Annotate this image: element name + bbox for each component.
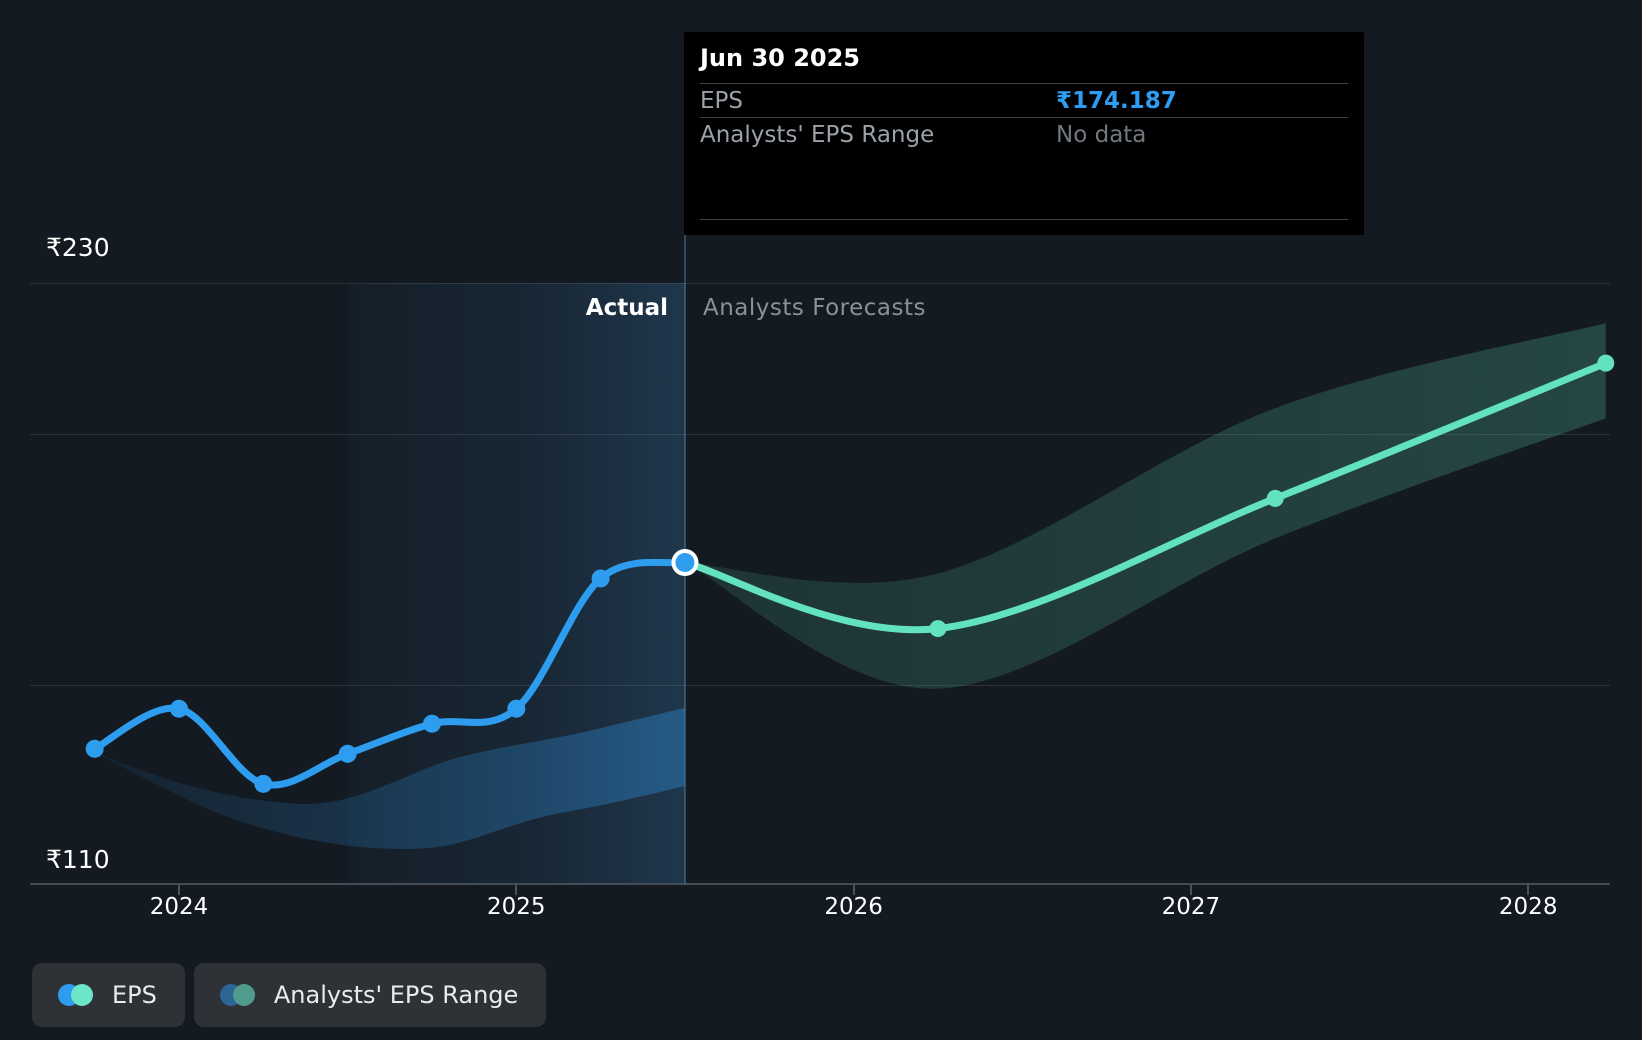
x-axis-tick [178, 884, 180, 895]
tooltip-eps-value: ₹174.187 [1056, 88, 1177, 114]
eps-data-point[interactable] [338, 744, 357, 763]
eps-data-point[interactable] [591, 569, 610, 588]
x-axis-label: 2026 [824, 894, 883, 920]
eps-teal-dot-icon [71, 984, 93, 1006]
x-axis-line [30, 883, 1610, 885]
gridline-230 [30, 283, 1610, 284]
y-axis-label-bottom: ₹110 [46, 845, 110, 874]
legend-chip-analysts-eps-range[interactable]: Analysts' EPS Range [193, 963, 547, 1027]
eps-data-point[interactable] [422, 714, 441, 733]
tooltip-eps-label: EPS [700, 88, 744, 114]
eps-data-point[interactable] [507, 699, 526, 718]
range-teal-dot-icon [232, 984, 255, 1006]
x-axis-tick [515, 884, 518, 895]
gridline-200 [30, 434, 1610, 435]
analysts-eps-range-band [684, 323, 1606, 689]
gridline-150 [30, 685, 1610, 686]
actual-region-label: Actual [585, 295, 668, 321]
tooltip-divider [700, 83, 1348, 84]
x-axis-tick [1189, 884, 1192, 895]
legend-eps-label: EPS [112, 981, 157, 1009]
selected-data-point[interactable] [675, 553, 695, 573]
legend-range-label: Analysts' EPS Range [273, 981, 519, 1009]
x-axis-label: 2024 [149, 894, 209, 920]
actual-eps-glow-band [94, 708, 685, 849]
tooltip-date: Jun 30 2025 [700, 44, 861, 72]
forecast-data-point[interactable] [929, 620, 947, 638]
x-axis-label: 2028 [1498, 894, 1558, 920]
tooltip-divider [700, 219, 1348, 220]
forecast-data-point[interactable] [1597, 354, 1615, 372]
eps-data-point[interactable] [85, 739, 104, 758]
forecast-data-point[interactable] [1266, 489, 1284, 507]
legend-chip-eps[interactable]: EPS [32, 963, 185, 1027]
eps-data-point[interactable] [170, 699, 188, 718]
eps-data-point[interactable] [254, 774, 273, 793]
x-axis-tick [852, 884, 855, 895]
x-axis-label: 2027 [1161, 894, 1221, 920]
tooltip-range-label: Analysts' EPS Range [700, 122, 935, 148]
legend: EPS Analysts' EPS Range [32, 963, 547, 1027]
tooltip-divider [700, 117, 1348, 118]
tooltip: Jun 30 2025 EPS ₹174.187 Analysts' EPS R… [684, 32, 1364, 235]
x-axis-tick [1527, 884, 1530, 895]
forecast-region-label: Analysts Forecasts [703, 295, 927, 321]
forecast-eps-line [681, 359, 1610, 634]
x-axis-label: 2025 [487, 894, 546, 920]
tooltip-range-value: No data [1056, 122, 1147, 148]
y-axis-label-top: ₹230 [46, 233, 110, 262]
